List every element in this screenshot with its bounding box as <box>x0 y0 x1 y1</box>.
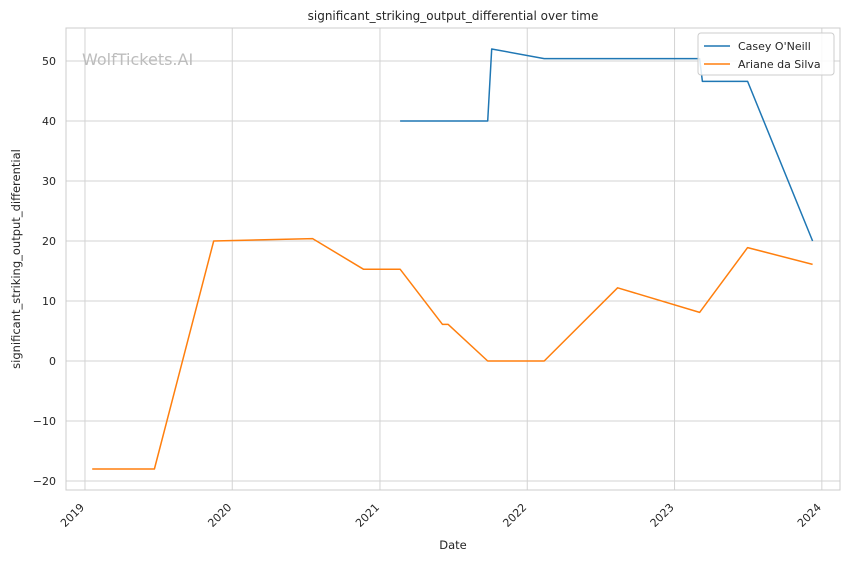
series-line-ariane-da-silva <box>92 237 813 470</box>
y-tick-label: 40 <box>42 115 56 128</box>
plot-frame <box>65 27 841 491</box>
legend: Casey O'Neill Ariane da Silva <box>697 32 835 76</box>
y-axis-title: significant_striking_output_differential <box>9 149 23 369</box>
chart-title: significant_striking_output_differential… <box>308 9 599 23</box>
y-tick-label: 50 <box>42 55 56 68</box>
y-tick-label: 10 <box>42 295 56 308</box>
series-line-casey-o-neill <box>400 48 814 242</box>
x-axis-title: Date <box>439 538 467 552</box>
y-tick-label: 0 <box>49 355 56 368</box>
y-tick-labels: 50 40 30 20 10 0 −10 −20 <box>33 55 56 488</box>
legend-label-ariane-da-silva: Ariane da Silva <box>738 58 821 71</box>
watermark: WolfTickets.AI <box>82 50 193 69</box>
y-tick-label: 30 <box>42 175 56 188</box>
y-tick-label: −20 <box>33 475 56 488</box>
y-tick-label: −10 <box>33 415 56 428</box>
legend-box <box>697 32 835 76</box>
series-layer <box>92 48 814 470</box>
legend-label-casey-oneill: Casey O'Neill <box>738 40 811 53</box>
y-tick-label: 20 <box>42 235 56 248</box>
